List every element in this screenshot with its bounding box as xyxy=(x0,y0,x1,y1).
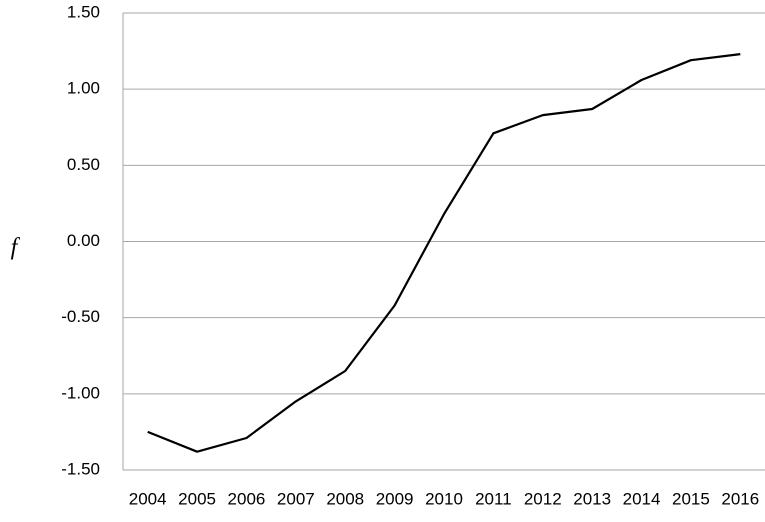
x-tick-label: 2016 xyxy=(721,489,759,508)
y-tick-label: -0.50 xyxy=(61,307,100,326)
y-tick-label: 0.00 xyxy=(67,231,100,250)
x-tick-label: 2011 xyxy=(475,489,512,508)
y-axis-label: f xyxy=(11,235,21,261)
x-tick-label: 2005 xyxy=(178,489,216,508)
x-tick-label: 2015 xyxy=(672,489,710,508)
x-tick-label: 2008 xyxy=(326,489,364,508)
y-tick-label: -1.00 xyxy=(61,383,100,402)
data-line xyxy=(147,53,741,453)
y-tick-label: 1.00 xyxy=(67,79,100,98)
y-tick-label: 0.50 xyxy=(67,155,100,174)
y-tick-label: 1.50 xyxy=(67,2,100,21)
x-tick-label: 2013 xyxy=(573,489,611,508)
x-tick-label: 2012 xyxy=(524,489,562,508)
x-tick-label: 2010 xyxy=(425,489,463,508)
x-tick-label: 2009 xyxy=(376,489,414,508)
x-tick-label: 2006 xyxy=(228,489,266,508)
y-tick-label: -1.50 xyxy=(61,459,100,478)
x-tick-label: 2014 xyxy=(623,489,661,508)
x-tick-label: 2007 xyxy=(277,489,315,508)
x-tick-label: 2004 xyxy=(129,489,167,508)
